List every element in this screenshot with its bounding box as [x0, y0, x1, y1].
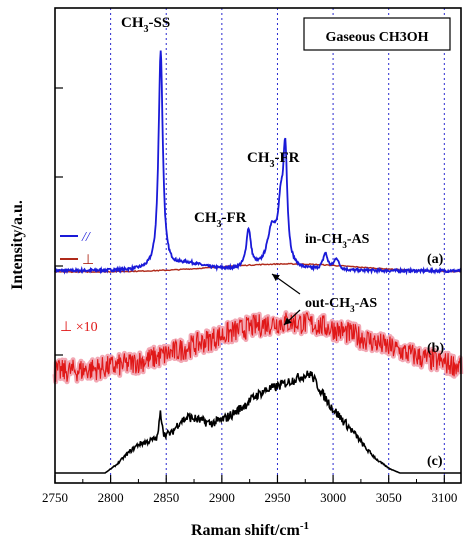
series-a-parallel-line: [54, 50, 462, 276]
x-tick-label-2800: 2800: [98, 490, 124, 505]
ch3-fr-2-post: -FR: [275, 150, 300, 166]
in-ch3-as-pre: in-CH: [305, 232, 342, 247]
ch3-fr-2-sub: 3: [270, 159, 275, 170]
ch3-fr-1-sub: 3: [217, 219, 222, 230]
svg-text:CH3-SS: CH3-SS: [121, 15, 170, 35]
out-ch3-as-arrow-up: [271, 273, 301, 295]
out-ch3-as-arrow-down: [283, 309, 301, 326]
out-ch3-as-sub: 3: [350, 304, 355, 314]
panel-label-b: (b): [427, 341, 444, 356]
series-b-perpendicular-x10: [52, 310, 464, 385]
x-axis-label-text: Raman shift/cm: [191, 522, 301, 539]
legend: // ⊥ ⊥ ×10: [60, 230, 98, 335]
x-axis-tick-labels: 2750 2800 2850 2900 2950 3000 3050 3100: [42, 490, 457, 505]
x-tick-label-3100: 3100: [431, 490, 457, 505]
series-a-parallel: [54, 50, 462, 276]
x-tick-label-3000: 3000: [320, 490, 346, 505]
svg-text:in-CH3-AS: in-CH3-AS: [305, 232, 370, 250]
ch3-ss-post: -SS: [149, 15, 171, 31]
peak-label-out-ch3-as: out-CH3-AS: [271, 273, 377, 326]
ch3-fr-2-pre: CH: [247, 150, 270, 166]
in-ch3-as-sub: 3: [342, 240, 347, 250]
ch3-fr-1-pre: CH: [194, 210, 217, 226]
peak-label-ch3-fr-2: CH3-FR: [247, 150, 300, 170]
peak-label-ch3-fr-1: CH3-FR: [194, 210, 247, 230]
x-axis-label: Raman shift/cm-1: [191, 520, 309, 539]
legend-perp-label: ⊥: [82, 253, 94, 268]
x-tick-label-2750: 2750: [42, 490, 68, 505]
out-ch3-as-post: -AS: [355, 296, 378, 311]
x-tick-label-2900: 2900: [209, 490, 235, 505]
panel-label-a: (a): [427, 252, 444, 267]
ch3-fr-1-post: -FR: [222, 210, 247, 226]
x-tick-label-2850: 2850: [153, 490, 179, 505]
x-axis-label-sup: -1: [300, 520, 309, 532]
y-axis-label: Intensity/a.u.: [9, 200, 26, 290]
legend-perp-x10-label: ⊥ ×10: [60, 320, 98, 335]
panel-labels: (a) (b) (c): [427, 252, 444, 469]
plot-frame: [54, 7, 462, 484]
peak-label-ch3-ss: CH3-SS: [121, 15, 170, 35]
series-b-line: [54, 312, 462, 382]
ch3-ss-sub: 3: [144, 24, 149, 35]
peak-label-in-ch3-as: in-CH3-AS: [305, 232, 370, 250]
in-ch3-as-post: -AS: [347, 232, 370, 247]
svg-text:CH3-FR: CH3-FR: [194, 210, 247, 230]
x-axis-ticks: [54, 475, 445, 483]
y-axis-ticks: [55, 87, 63, 356]
panel-label-c: (c): [427, 454, 443, 469]
svg-text:CH3-FR: CH3-FR: [247, 150, 300, 170]
title-box: Gaseous CH3OH: [303, 17, 451, 51]
x-tick-label-3050: 3050: [376, 490, 402, 505]
svg-text:out-CH3-AS: out-CH3-AS: [305, 296, 377, 314]
vertical-gridlines: [110, 8, 445, 483]
chart-title: Gaseous CH3OH: [325, 30, 428, 45]
series-c: [55, 370, 461, 474]
legend-parallel-label: //: [81, 230, 91, 245]
series-c-line: [55, 370, 461, 474]
ch3-ss-pre: CH: [121, 15, 144, 31]
x-tick-label-2950: 2950: [264, 490, 290, 505]
out-ch3-as-pre: out-CH: [305, 296, 350, 311]
